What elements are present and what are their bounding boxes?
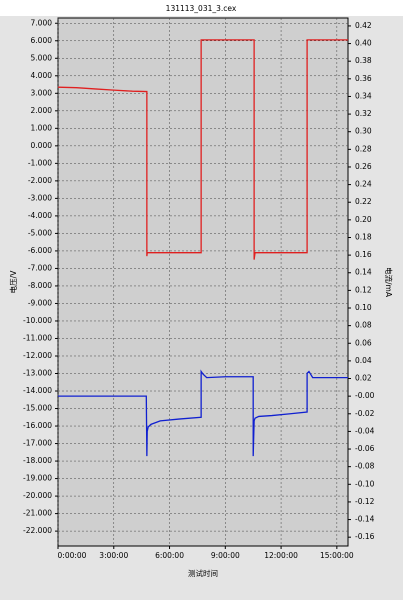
x-axis-label: 测试时间 bbox=[188, 568, 218, 578]
y2-tick-label: 0.02 bbox=[355, 374, 372, 383]
y-tick-label: -3.000 bbox=[28, 193, 52, 202]
y-tick-label: -8.000 bbox=[28, 281, 52, 290]
y-tick-label: 0.000 bbox=[31, 141, 53, 150]
y-tick-label: 7.000 bbox=[31, 18, 53, 27]
y-tick-label: -18.000 bbox=[23, 456, 52, 465]
y-tick-label: 3.000 bbox=[31, 88, 53, 97]
y-tick-label: -10.000 bbox=[23, 316, 52, 325]
y2-tick-label: 0.08 bbox=[355, 321, 372, 330]
y-tick-label: -13.000 bbox=[23, 369, 52, 378]
y-axis-label: 电压/V bbox=[8, 270, 18, 294]
y2-tick-label: 0.42 bbox=[355, 21, 372, 30]
y2-tick-label: -0.08 bbox=[355, 462, 375, 471]
y-tick-label: -14.000 bbox=[23, 386, 52, 395]
y-tick-label: 4.000 bbox=[31, 71, 53, 80]
chart-title: 131113_031_3.cex bbox=[166, 4, 237, 13]
x-tick-label: 0:00:00 bbox=[58, 551, 87, 560]
y2-tick-label: 0.40 bbox=[355, 39, 372, 48]
x-tick-label: 12:00:00 bbox=[264, 551, 298, 560]
y2-tick-label: -0.00 bbox=[355, 391, 375, 400]
y-tick-label: -7.000 bbox=[28, 263, 52, 272]
y2-tick-label: 0.14 bbox=[355, 268, 372, 277]
y-tick-label: -20.000 bbox=[23, 491, 52, 500]
y-tick-label: -5.000 bbox=[28, 228, 52, 237]
y2-tick-label: 0.18 bbox=[355, 232, 372, 241]
y2-tick-label: 0.36 bbox=[355, 74, 372, 83]
y2-tick-label: -0.12 bbox=[355, 497, 375, 506]
y-tick-label: -4.000 bbox=[28, 211, 52, 220]
plot-area bbox=[57, 17, 349, 547]
y2-tick-label: -0.04 bbox=[355, 426, 375, 435]
y-tick-label: -2.000 bbox=[28, 176, 52, 185]
y-tick-label: -19.000 bbox=[23, 474, 52, 483]
y2-tick-label: -0.16 bbox=[355, 532, 375, 541]
y2-tick-label: -0.06 bbox=[355, 444, 375, 453]
y2-tick-label: 0.26 bbox=[355, 162, 372, 171]
y2-tick-label: 0.30 bbox=[355, 127, 372, 136]
y2-tick-label: 0.20 bbox=[355, 215, 372, 224]
y-tick-label: 2.000 bbox=[31, 106, 53, 115]
y2-tick-label: 0.34 bbox=[355, 91, 372, 100]
y2-tick-label: -0.02 bbox=[355, 409, 375, 418]
x-tick-label: 6:00:00 bbox=[155, 551, 184, 560]
y2-tick-label: 0.12 bbox=[355, 285, 372, 294]
x-tick-label: 3:00:00 bbox=[99, 551, 128, 560]
y-tick-label: 6.000 bbox=[31, 36, 53, 45]
y-tick-label: -9.000 bbox=[28, 298, 52, 307]
y2-tick-label: -0.14 bbox=[355, 515, 375, 524]
y-tick-label: -22.000 bbox=[23, 526, 52, 535]
y2-tick-label: 0.32 bbox=[355, 109, 372, 118]
y-tick-label: 1.000 bbox=[31, 123, 53, 132]
y2-tick-label: -0.10 bbox=[355, 479, 375, 488]
y2-tick-label: 0.22 bbox=[355, 197, 372, 206]
y2-tick-label: 0.38 bbox=[355, 56, 372, 65]
y2-tick-label: 0.28 bbox=[355, 144, 372, 153]
y-tick-label: -16.000 bbox=[23, 421, 52, 430]
y2-tick-label: 0.16 bbox=[355, 250, 372, 259]
y-tick-label: -21.000 bbox=[23, 509, 52, 518]
y2-tick-label: 0.24 bbox=[355, 180, 372, 189]
y-tick-label: -11.000 bbox=[23, 333, 52, 342]
title-bar bbox=[0, 0, 403, 16]
y2-tick-label: 0.06 bbox=[355, 338, 372, 347]
y-tick-label: -17.000 bbox=[23, 439, 52, 448]
y-tick-label: -6.000 bbox=[28, 246, 52, 255]
y2-tick-label: 0.04 bbox=[355, 356, 372, 365]
y-tick-label: 5.000 bbox=[31, 53, 53, 62]
y-tick-label: -12.000 bbox=[23, 351, 52, 360]
x-tick-label: 9:00:00 bbox=[211, 551, 240, 560]
y-tick-label: -15.000 bbox=[23, 404, 52, 413]
y2-axis-label: 电流/mA bbox=[384, 267, 394, 298]
data-line bbox=[57, 39, 348, 260]
data-line bbox=[58, 369, 348, 457]
x-tick-label: 15:00:00 bbox=[320, 551, 354, 560]
y2-tick-label: 0.10 bbox=[355, 303, 372, 312]
y-tick-label: -1.000 bbox=[28, 158, 52, 167]
